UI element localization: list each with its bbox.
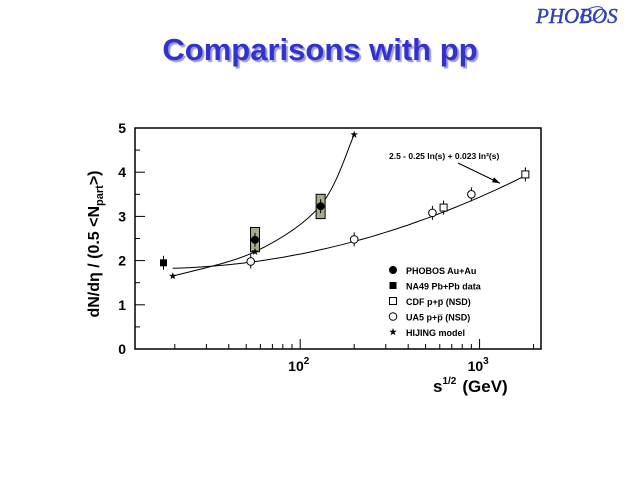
fit-formula-label: 2.5 - 0.25 ln(s) + 0.023 ln²(s)	[389, 151, 499, 161]
x-axis-label-base: s	[433, 377, 442, 396]
legend-marker-filled-circle	[389, 266, 397, 274]
legend-label: CDF p+p̅ (NSD)	[406, 297, 471, 307]
legend: PHOBOS Au+Au NA49 Pb+Pb data CDF p+p̅ (NSD…	[388, 266, 482, 338]
legend-label: UA5 p+p̅ (NSD)	[406, 313, 470, 323]
data-point-star	[350, 130, 358, 138]
logo-orbit	[580, 6, 604, 22]
data-point-filled-square	[159, 259, 167, 267]
legend-marker-open-square	[389, 297, 397, 305]
x-axis-label: s1/2 (GeV)	[433, 376, 508, 396]
data-point-open-circle	[349, 235, 359, 244]
hijing-curve	[172, 134, 355, 277]
data-points	[159, 130, 530, 280]
legend-marker-open-circle	[388, 312, 398, 321]
data-point-star	[251, 247, 259, 255]
y-tick-label: 5	[118, 120, 126, 136]
legend-marker-filled-square	[389, 282, 397, 289]
phobos-logo: PHOBOS	[535, 4, 619, 28]
y-axis-label: dN/dη / (0.5 <Npart>)	[86, 170, 106, 317]
legend-label: PHOBOS Au+Au	[406, 266, 476, 276]
legend-label: HIJING model	[406, 328, 465, 338]
legend-marker-star	[389, 328, 397, 336]
y-tick-label: 1	[118, 297, 126, 313]
x-tick-label: 103	[468, 356, 490, 374]
data-point-open-circle	[428, 208, 437, 218]
fit-curves	[172, 134, 526, 277]
data-point-open-square	[439, 203, 448, 212]
data-point-filled-circle	[251, 235, 260, 244]
annotations: 2.5 - 0.25 ln(s) + 0.023 ln²(s)	[389, 151, 501, 184]
annotation-arrow-head	[492, 177, 501, 184]
y-tick-label: 2	[118, 253, 126, 269]
y-tick-label: 4	[118, 164, 126, 180]
data-point-star	[316, 201, 325, 209]
plot-border	[134, 127, 542, 350]
logo-text: PHOBOS	[535, 4, 618, 28]
data-point-open-square	[521, 170, 530, 179]
x-axis-label-sup: 1/2	[442, 376, 456, 387]
x-axis-label-unit: (GeV)	[462, 377, 507, 396]
pp-fit-curve	[172, 175, 526, 269]
data-point-open-circle	[467, 190, 476, 199]
data-point-star	[169, 272, 177, 280]
data-point-open-circle	[246, 257, 256, 266]
plot-frame	[134, 127, 542, 350]
y-tick-label: 0	[118, 341, 126, 357]
legend-label: NA49 Pb+Pb data	[406, 282, 482, 292]
y-tick-label: 3	[118, 208, 126, 224]
slide-title: Comparisons with pp	[162, 32, 478, 67]
axis-ticks: 0 1 2 3 4 5 102 103	[118, 120, 535, 374]
x-tick-label: 102	[288, 356, 310, 374]
